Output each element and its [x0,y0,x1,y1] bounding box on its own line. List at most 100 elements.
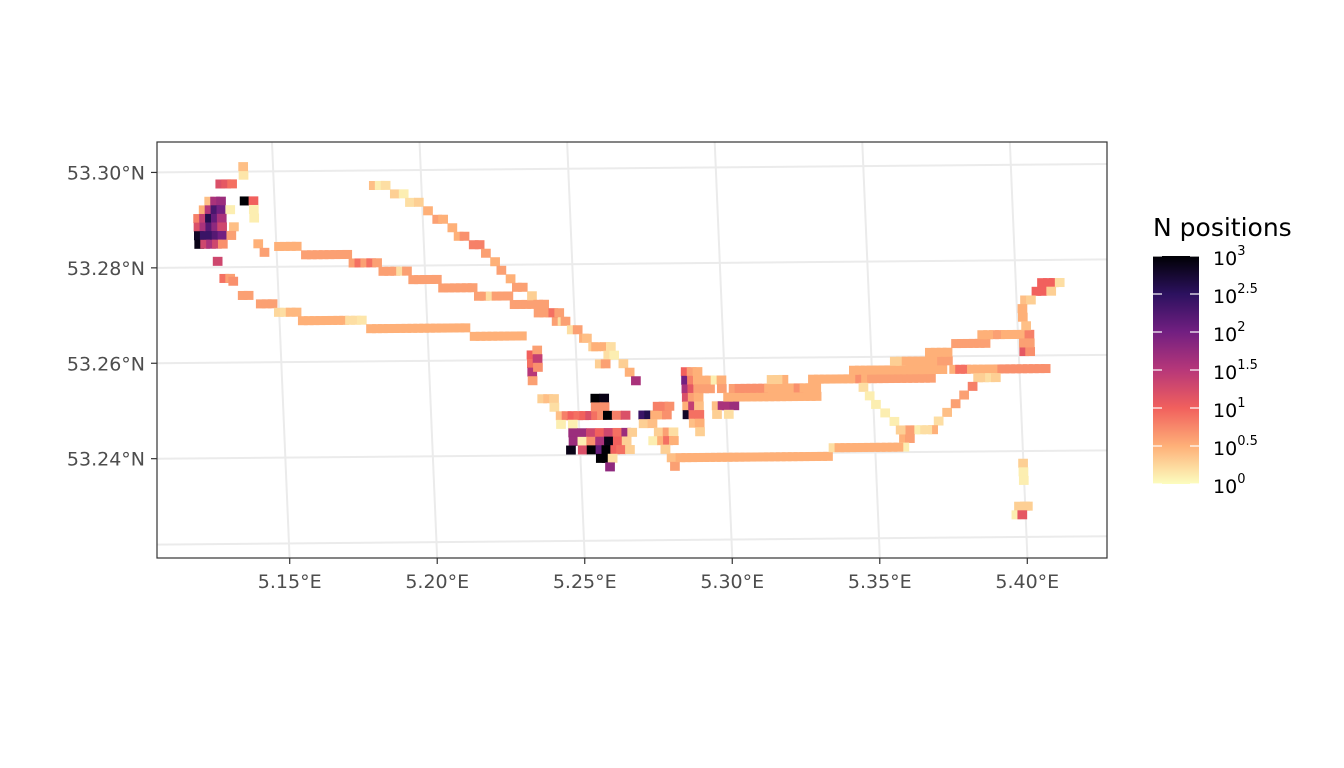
heat-bin [878,374,889,384]
heat-bin [811,451,822,461]
heat-bin [922,425,933,435]
graticule-lat-0 [157,162,1107,174]
heat-bin [681,375,691,385]
heat-bin [1017,304,1028,314]
heat-bin [799,452,810,462]
heat-bin [799,391,810,401]
heat-bin [217,239,228,249]
heat-bin [621,436,632,446]
heat-bin [366,258,377,268]
heat-bin [1040,364,1051,374]
heat-bin [226,230,237,240]
heat-bin [681,392,692,402]
heat-bin [198,205,209,215]
heat-bin [987,364,998,374]
heat-bin [467,283,478,293]
heat-bin [781,452,792,462]
heat-bin [977,330,988,340]
heat-bin [599,393,610,403]
heat-bin [533,308,544,318]
heat-bin [933,416,944,426]
y-tick-label: 53.26°N [67,353,145,375]
heat-bin [591,342,601,352]
heat-bin [301,250,311,260]
heat-bin [291,241,302,251]
heat-bin [860,365,871,375]
heat-bin [693,392,704,402]
heat-bin [1011,510,1022,520]
heat-bin [327,315,338,325]
heat-bin [336,250,347,260]
heat-bin [805,391,816,401]
heat-bin [983,330,993,340]
heat-bin [193,222,204,232]
graticule-lat-2 [157,353,1107,365]
heat-bin [705,384,715,394]
heat-bin [249,213,260,223]
heat-bin [527,291,537,301]
heat-bin [670,461,680,471]
heat-bin [330,250,341,260]
legend-label: 102.5 [1213,282,1258,308]
heat-bin [764,452,774,462]
heat-bin [711,452,721,462]
heat-bin [663,436,673,446]
heat-bin [680,367,691,377]
heat-bin [237,290,248,300]
legend-label: 101 [1213,396,1245,422]
heat-bin [469,331,480,341]
heat-bin [989,330,999,340]
heat-bin [517,282,528,292]
heat-bin [652,401,663,411]
heat-bin [931,365,942,375]
heat-bin [499,331,510,341]
heat-bin [627,427,638,437]
heat-bin [1054,278,1065,288]
heat-bin [734,383,745,393]
heat-bin [808,374,818,384]
heat-bin [474,240,485,250]
heat-bin [1014,501,1024,511]
heat-bin [291,307,302,317]
legend-label: 100 [1213,472,1245,498]
heat-bin [573,411,584,421]
heat-bin [610,445,621,455]
heat-bin [889,416,900,426]
heat-bin [908,373,919,383]
heat-bin [711,401,722,411]
heat-bin [890,365,901,375]
heat-bin [668,436,679,446]
x-tick-label: 5.35°E [848,571,912,593]
heat-bin [554,308,565,318]
heat-bin [675,453,686,463]
heat-bin [527,299,538,309]
heat-bin [849,365,859,375]
heat-bin [840,443,851,453]
heat-bin [740,383,751,393]
heat-bin [867,374,877,384]
heat-bin [666,453,677,463]
heat-bin [551,316,562,326]
heat-bin [788,392,798,402]
heat-bin [509,300,520,310]
heat-bin [913,365,924,375]
heat-bin [459,231,470,241]
heat-bin [896,373,907,383]
heat-bin [793,383,804,393]
heat-bin [843,374,854,384]
heat-bin [532,354,543,364]
heat-bin [787,383,798,393]
heat-bin [895,356,906,366]
heat-bin [770,383,780,393]
heat-bin [1034,364,1045,374]
heat-bin [872,365,883,375]
heat-bin [1025,346,1036,357]
heat-bin [601,445,612,455]
heat-bin [285,307,296,317]
heat-bin [624,367,635,377]
heat-bin [321,315,332,326]
heat-bin [425,323,435,333]
panel-border [156,141,1108,559]
heat-bin [600,342,610,352]
